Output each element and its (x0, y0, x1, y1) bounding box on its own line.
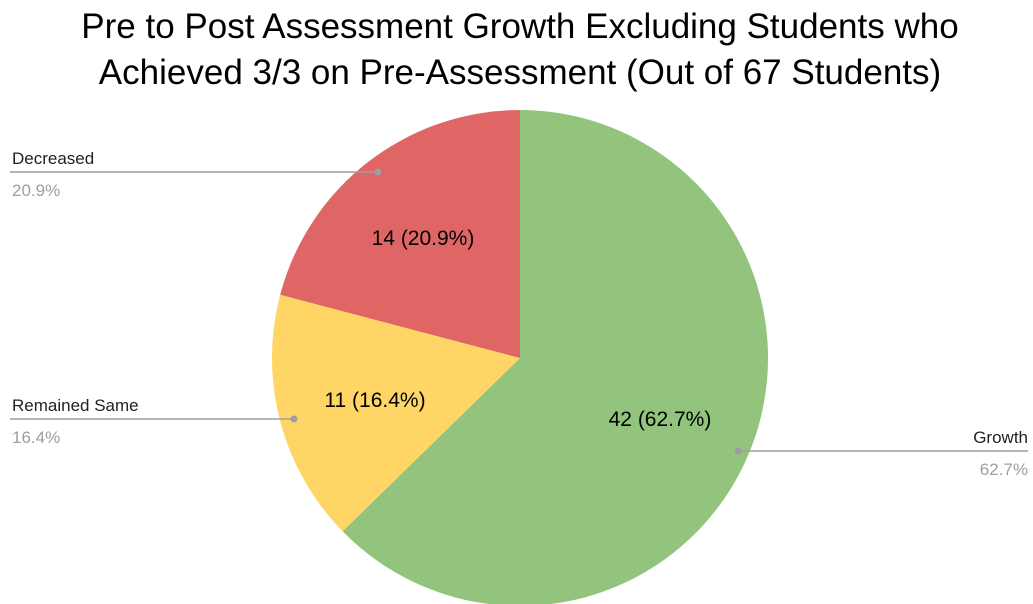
callout-dot-remained-same (290, 415, 298, 423)
pie-slices (272, 110, 768, 604)
chart-title: Pre to Post Assessment Growth Excluding … (81, 7, 958, 92)
callout-name-remained-same: Remained Same (12, 396, 139, 415)
pie-callouts: Growth 62.7% Remained Same 16.4% Decreased 20… (10, 149, 1028, 479)
chart-title-line-1: Pre to Post Assessment Growth Excluding … (81, 7, 958, 46)
chart-title-line-2: Achieved 3/3 on Pre-Assessment (Out of 6… (99, 53, 941, 92)
callout-percent-decreased: 20.9% (12, 181, 60, 200)
callout-dot-decreased (374, 168, 382, 176)
callout-percent-growth: 62.7% (980, 460, 1028, 479)
pie-slice-labels: 42 (62.7%) 11 (16.4%) 14 (20.9%) (324, 227, 711, 431)
pie-slice-growth (342, 110, 768, 604)
callout-name-growth: Growth (973, 428, 1028, 447)
slice-value-label-decreased: 14 (20.9%) (372, 227, 475, 250)
callout-name-decreased: Decreased (12, 149, 94, 168)
callout-percent-remained-same: 16.4% (12, 428, 60, 447)
callout-dot-growth (734, 447, 742, 455)
slice-value-label-growth: 42 (62.7%) (609, 408, 712, 431)
pie-slice-remained-same (272, 294, 520, 532)
pie-slice-decreased (280, 110, 520, 358)
slice-value-label-remained-same: 11 (16.4%) (324, 389, 425, 412)
